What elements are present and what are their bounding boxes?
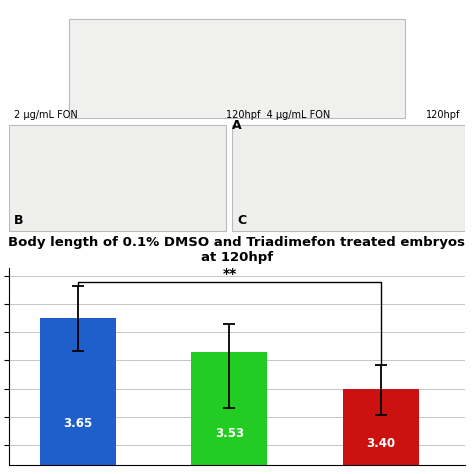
Bar [191,352,267,465]
Bar [40,318,116,465]
Title: Body length of 0.1% DMSO and Triadimefon treated embryos
at 120hpf: Body length of 0.1% DMSO and Triadimefon… [9,236,465,264]
Text: 3.65: 3.65 [63,417,92,430]
FancyBboxPatch shape [69,18,405,118]
Text: 2 μg/mL FON: 2 μg/mL FON [14,110,78,120]
FancyBboxPatch shape [9,125,226,231]
FancyBboxPatch shape [232,125,465,231]
Text: B: B [14,214,24,227]
Text: 120hpf  4 μg/mL FON: 120hpf 4 μg/mL FON [226,110,330,120]
Text: C: C [237,214,246,227]
Text: 3.40: 3.40 [366,437,396,450]
Text: **: ** [222,267,237,281]
Text: A: A [232,119,242,132]
Text: 3.53: 3.53 [215,427,244,439]
Bar [343,389,419,465]
Text: 120hpf: 120hpf [426,110,460,120]
